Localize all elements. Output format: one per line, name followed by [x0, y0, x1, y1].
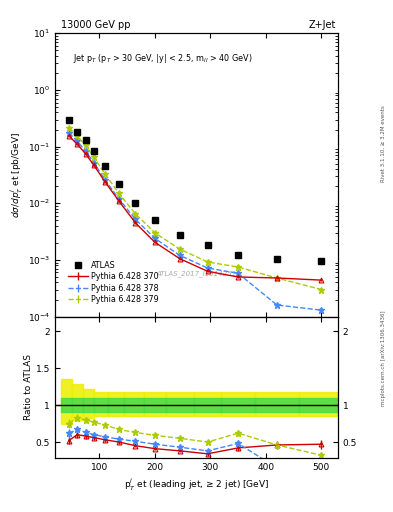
- ATLAS: [152, 217, 157, 223]
- Y-axis label: Ratio to ATLAS: Ratio to ATLAS: [24, 354, 33, 420]
- ATLAS: [275, 255, 279, 262]
- ATLAS: [319, 258, 324, 264]
- Y-axis label: $d\sigma/dp_T^j$ et [pb/GeV]: $d\sigma/dp_T^j$ et [pb/GeV]: [9, 132, 25, 218]
- ATLAS: [103, 163, 107, 169]
- Text: Rivet 3.1.10, ≥ 3.2M events: Rivet 3.1.10, ≥ 3.2M events: [381, 105, 386, 182]
- X-axis label: p$_T^j$ et (leading jet, ≥ 2 jet) [GeV]: p$_T^j$ et (leading jet, ≥ 2 jet) [GeV]: [124, 476, 269, 493]
- ATLAS: [75, 129, 79, 135]
- ATLAS: [66, 117, 71, 123]
- ATLAS: [178, 231, 182, 238]
- ATLAS: [83, 137, 88, 143]
- Text: ATLAS_2017_I1514251: ATLAS_2017_I1514251: [156, 271, 237, 278]
- ATLAS: [92, 147, 96, 154]
- Text: Z+Jet: Z+Jet: [309, 20, 336, 30]
- ATLAS: [236, 252, 241, 259]
- ATLAS: [133, 200, 138, 206]
- ATLAS: [116, 181, 121, 187]
- Text: 13000 GeV pp: 13000 GeV pp: [61, 20, 130, 30]
- Line: ATLAS: ATLAS: [66, 116, 325, 264]
- Text: mcplots.cern.ch [arXiv:1306.3436]: mcplots.cern.ch [arXiv:1306.3436]: [381, 311, 386, 406]
- ATLAS: [205, 242, 210, 248]
- Text: Jet p$_T$ (p$_T$ > 30 GeV, |y| < 2.5, m$_{ll}$ > 40 GeV): Jet p$_T$ (p$_T$ > 30 GeV, |y| < 2.5, m$…: [73, 52, 252, 65]
- Legend: ATLAS, Pythia 6.428 370, Pythia 6.428 378, Pythia 6.428 379: ATLAS, Pythia 6.428 370, Pythia 6.428 37…: [68, 261, 159, 304]
